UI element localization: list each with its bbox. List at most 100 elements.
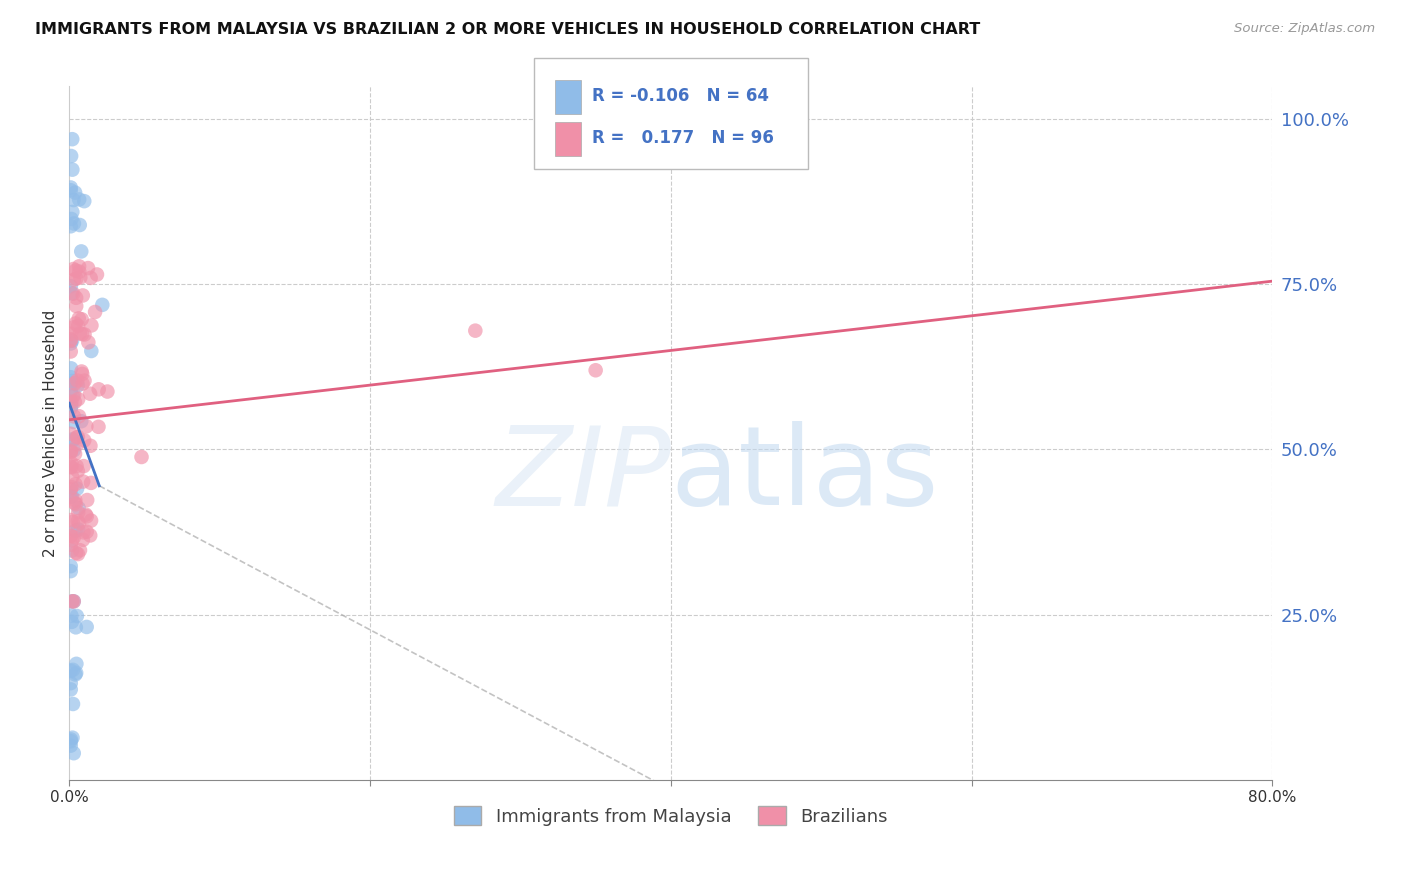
Point [72, 376, 94, 391]
Point [59, 734, 82, 748]
Point [77, 261, 100, 276]
Point [63, 443, 86, 458]
Point [67, 311, 90, 326]
Point [59, 180, 82, 194]
Point [59, 219, 82, 234]
Point [76, 493, 98, 508]
Point [60, 286, 83, 301]
Point [80, 343, 103, 358]
Point [69, 326, 91, 341]
Point [96, 384, 118, 399]
Point [72, 288, 94, 302]
Point [60, 374, 83, 388]
Point [59, 676, 82, 690]
Point [65, 620, 87, 634]
Point [65, 667, 87, 681]
Point [66, 464, 89, 478]
Point [62, 193, 84, 207]
Point [59, 183, 82, 197]
Point [63, 395, 86, 409]
Point [62, 731, 84, 745]
Point [62, 515, 84, 529]
Point [60, 211, 83, 226]
Point [59, 459, 82, 474]
Point [63, 447, 86, 461]
Point [69, 270, 91, 285]
Point [66, 430, 89, 444]
Point [72, 475, 94, 489]
Point [65, 524, 87, 538]
Point [73, 374, 96, 388]
Point [62, 594, 84, 608]
Point [62, 594, 84, 608]
Point [87, 382, 110, 396]
Point [60, 394, 83, 409]
Point [75, 419, 97, 434]
Point [73, 194, 96, 208]
Point [66, 378, 89, 392]
Point [91, 298, 114, 312]
Point [60, 205, 83, 219]
Point [131, 450, 153, 464]
Text: atlas: atlas [671, 421, 939, 528]
Point [59, 739, 82, 753]
Point [59, 564, 82, 578]
Point [66, 482, 89, 496]
Text: R = -0.106   N = 64: R = -0.106 N = 64 [592, 87, 769, 105]
Point [60, 533, 83, 548]
Point [66, 514, 89, 528]
Point [60, 470, 83, 484]
Point [62, 273, 84, 287]
Y-axis label: 2 or more Vehicles in Household: 2 or more Vehicles in Household [44, 310, 58, 557]
Point [62, 746, 84, 760]
Point [62, 320, 84, 334]
Point [65, 317, 87, 331]
Point [70, 414, 93, 428]
Point [67, 318, 90, 333]
Point [59, 538, 82, 552]
Point [80, 514, 103, 528]
Point [75, 508, 97, 522]
Point [69, 543, 91, 558]
Point [67, 264, 90, 278]
Point [65, 497, 87, 511]
Text: ZIP: ZIP [495, 421, 671, 528]
Point [63, 186, 86, 200]
Point [84, 305, 107, 319]
Point [59, 334, 82, 348]
Point [70, 367, 93, 381]
Point [60, 149, 83, 163]
Point [59, 483, 82, 497]
Point [79, 439, 101, 453]
Point [69, 218, 91, 232]
Point [67, 501, 90, 516]
Point [60, 361, 83, 376]
Point [59, 529, 82, 543]
Point [62, 663, 84, 677]
Point [79, 271, 101, 285]
Point [59, 426, 82, 441]
Point [63, 376, 86, 391]
Point [65, 546, 87, 560]
Point [59, 682, 82, 697]
Point [59, 336, 82, 351]
Point [72, 533, 94, 547]
Point [79, 528, 101, 542]
Point [66, 547, 89, 561]
Point [60, 132, 83, 146]
Point [65, 657, 87, 671]
Point [59, 732, 82, 747]
Point [60, 608, 83, 623]
Point [59, 344, 82, 359]
Point [73, 327, 96, 342]
Point [72, 525, 94, 540]
Point [65, 263, 87, 277]
Point [67, 516, 90, 531]
Point [65, 665, 87, 680]
Point [62, 432, 84, 446]
Point [79, 386, 101, 401]
Point [80, 475, 103, 490]
Point [62, 262, 84, 277]
Point [65, 299, 87, 313]
Point [65, 459, 87, 474]
